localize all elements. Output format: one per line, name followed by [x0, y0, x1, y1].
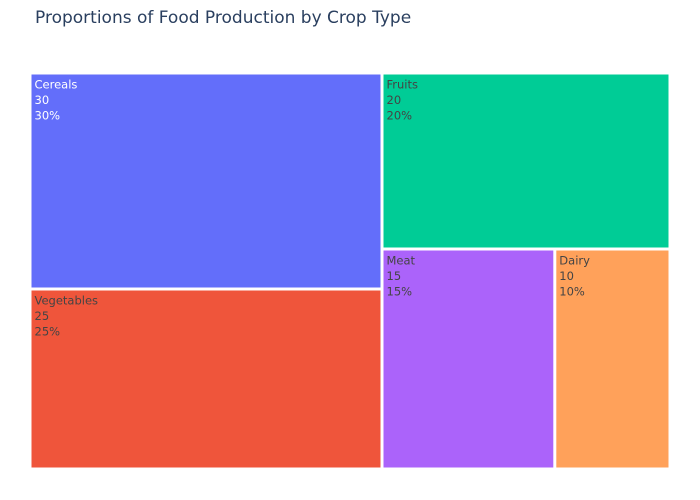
- tile-label-dairy: Dairy: [559, 254, 590, 268]
- chart-title: Proportions of Food Production by Crop T…: [35, 8, 412, 28]
- treemap-rect-fruits[interactable]: [383, 74, 669, 248]
- tile-label-vegetables: Vegetables: [35, 294, 99, 308]
- tile-percent-fruits: 20%: [387, 109, 413, 123]
- treemap-rect-cereals[interactable]: [31, 74, 381, 288]
- tile-percent-dairy: 10%: [559, 285, 585, 299]
- treemap-rect-meat[interactable]: [383, 250, 554, 468]
- tile-percent-vegetables: 25%: [35, 325, 61, 339]
- tile-percent-cereals: 30%: [35, 109, 61, 123]
- tile-value-meat: 15: [387, 269, 402, 283]
- tile-label-meat: Meat: [387, 254, 416, 268]
- tile-value-dairy: 10: [559, 269, 574, 283]
- tile-value-vegetables: 25: [35, 309, 50, 323]
- tile-label-cereals: Cereals: [35, 78, 78, 92]
- tile-label-fruits: Fruits: [387, 78, 419, 92]
- treemap-rect-dairy[interactable]: [556, 250, 669, 468]
- treemap-rect-vegetables[interactable]: [31, 290, 381, 468]
- tile-value-fruits: 20: [387, 93, 402, 107]
- tile-percent-meat: 15%: [387, 285, 413, 299]
- tile-value-cereals: 30: [35, 93, 50, 107]
